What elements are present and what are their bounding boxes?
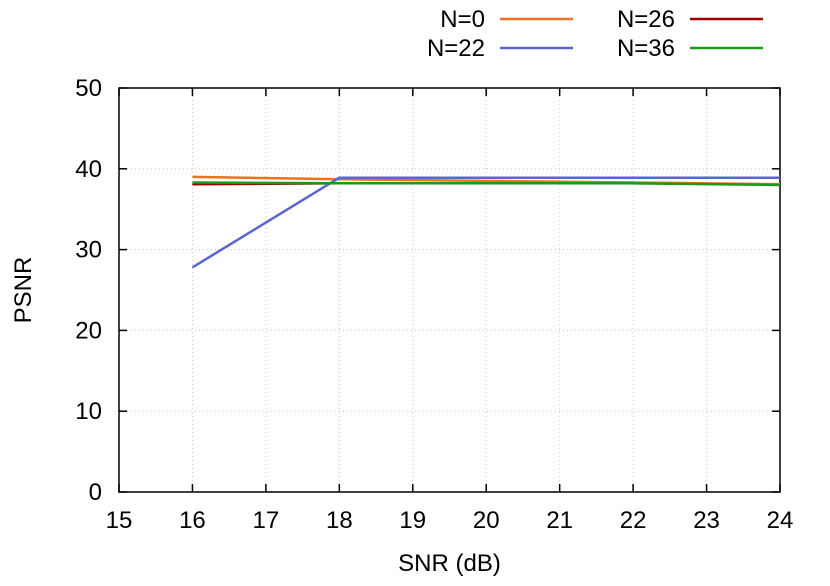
y-tick-label: 50 [75,75,102,102]
x-tick-label: 22 [620,507,647,534]
x-tick-label: 24 [767,507,794,534]
y-tick-label: 0 [89,479,102,506]
plot-frame [118,87,781,493]
axis-ticks: 15 16 17 18 19 20 21 22 23 24 0 10 20 30 40 50 [75,75,793,534]
x-axis-title: SNR (dB) [398,550,501,577]
x-tick-label: 23 [693,507,720,534]
series-line-n-22 [191,176,780,269]
y-tick-label: 20 [75,317,102,344]
series-line-n-36 [192,181,781,187]
x-tick-label: 20 [473,507,500,534]
x-tick-label: 18 [326,507,353,534]
y-tick-label: 30 [75,237,102,264]
series-lines [191,175,781,269]
legend-label-n-36: N=36 [617,35,675,62]
x-tick-label: 17 [253,507,280,534]
x-tick-label: 19 [399,507,426,534]
legend-label-n-22: N=22 [427,35,485,62]
y-axis-title: PSNR [10,257,37,324]
y-tick-label: 10 [75,398,102,425]
grid-lines [119,88,780,492]
legend: N=0 N=26 N=22 N=36 [427,6,763,62]
legend-label-n-0: N=0 [440,6,485,33]
x-tick-label: 15 [106,507,133,534]
x-tick-label: 21 [546,507,573,534]
x-tick-label: 16 [179,507,206,534]
y-tick-label: 40 [75,156,102,183]
legend-label-n-26: N=26 [617,6,675,33]
